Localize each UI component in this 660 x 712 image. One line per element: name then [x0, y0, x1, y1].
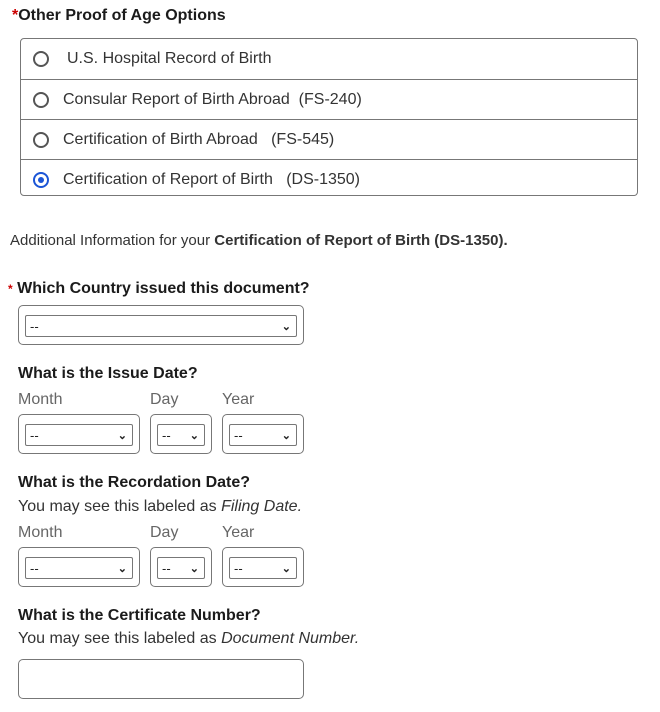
required-mark: *: [8, 282, 13, 296]
radio-option-ds1350[interactable]: Certification of Report of Birth (DS-135…: [21, 159, 637, 200]
recordation-day-wrapper: -- ⌄: [150, 547, 212, 587]
country-select-wrapper: -- ⌄: [18, 305, 304, 345]
select-value: --: [30, 319, 39, 334]
select-value: --: [30, 561, 39, 576]
radio-button[interactable]: [33, 51, 49, 67]
chevron-down-icon: ⌄: [281, 430, 291, 442]
radio-option-fs545[interactable]: Certification of Birth Abroad (FS-545): [21, 119, 637, 160]
recordation-day-select[interactable]: -- ⌄: [157, 557, 205, 579]
chevron-down-icon: ⌄: [189, 430, 199, 442]
option-label: Certification of Birth Abroad (FS-545): [63, 131, 335, 148]
recordation-month-select[interactable]: -- ⌄: [25, 557, 133, 579]
additional-prefix: Additional Information for your: [10, 232, 215, 249]
recordation-month-wrapper: -- ⌄: [18, 547, 140, 587]
hint-term: Filing Date.: [221, 498, 303, 515]
hint-prefix: You may see this labeled as: [18, 498, 222, 515]
option-label: U.S. Hospital Record of Birth: [67, 50, 272, 67]
select-value: --: [162, 561, 171, 576]
certificate-hint: You may see this labeled as Document Num…: [18, 630, 359, 648]
chevron-down-icon: ⌄: [281, 563, 291, 575]
radio-button[interactable]: [33, 132, 49, 148]
radio-button[interactable]: [33, 92, 49, 108]
chevron-down-icon: ⌄: [189, 563, 199, 575]
recordation-hint: You may see this labeled as Filing Date.: [18, 498, 302, 516]
select-value: --: [234, 561, 243, 576]
issue-month-select[interactable]: -- ⌄: [25, 424, 133, 446]
recordation-year-select[interactable]: -- ⌄: [229, 557, 297, 579]
option-label: Consular Report of Birth Abroad (FS-240): [63, 91, 362, 108]
month-label: Month: [18, 391, 63, 408]
select-value: --: [234, 428, 243, 443]
issue-month-wrapper: -- ⌄: [18, 414, 140, 454]
select-value: --: [162, 428, 171, 443]
certificate-number-input[interactable]: [18, 659, 304, 699]
issue-day-wrapper: -- ⌄: [150, 414, 212, 454]
issue-date-label: What is the Issue Date?: [18, 365, 198, 382]
proof-title: Other Proof of Age Options: [18, 7, 226, 24]
radio-option-hospital-record[interactable]: U.S. Hospital Record of Birth: [21, 39, 637, 79]
chevron-down-icon: ⌄: [281, 321, 291, 333]
proof-heading: *Other Proof of Age Options: [12, 7, 226, 25]
country-select[interactable]: -- ⌄: [25, 315, 297, 337]
chevron-down-icon: ⌄: [117, 563, 127, 575]
country-label: * Which Country issued this document?: [8, 280, 310, 298]
year-label: Year: [222, 391, 255, 408]
recordation-date-label: What is the Recordation Date?: [18, 474, 251, 491]
day-label: Day: [150, 524, 179, 541]
hint-term: Document Number.: [221, 630, 360, 647]
additional-info: Additional Information for your Certific…: [10, 232, 508, 249]
recordation-year-wrapper: -- ⌄: [222, 547, 304, 587]
day-label: Day: [150, 391, 179, 408]
issue-year-select[interactable]: -- ⌄: [229, 424, 297, 446]
year-label: Year: [222, 524, 255, 541]
chevron-down-icon: ⌄: [117, 430, 127, 442]
option-label: Certification of Report of Birth (DS-135…: [63, 171, 361, 188]
issue-year-wrapper: -- ⌄: [222, 414, 304, 454]
issue-day-select[interactable]: -- ⌄: [157, 424, 205, 446]
additional-doc-name: Certification of Report of Birth (DS-135…: [214, 232, 508, 249]
radio-option-fs240[interactable]: Consular Report of Birth Abroad (FS-240): [21, 79, 637, 120]
required-mark: *: [12, 7, 19, 24]
certificate-number-label: What is the Certificate Number?: [18, 607, 261, 624]
select-value: --: [30, 428, 39, 443]
month-label: Month: [18, 524, 63, 541]
radio-button-selected[interactable]: [33, 172, 49, 188]
hint-prefix: You may see this labeled as: [18, 630, 222, 647]
country-label-text: Which Country issued this document?: [17, 280, 310, 297]
proof-options-group: U.S. Hospital Record of Birth Consular R…: [20, 38, 638, 196]
